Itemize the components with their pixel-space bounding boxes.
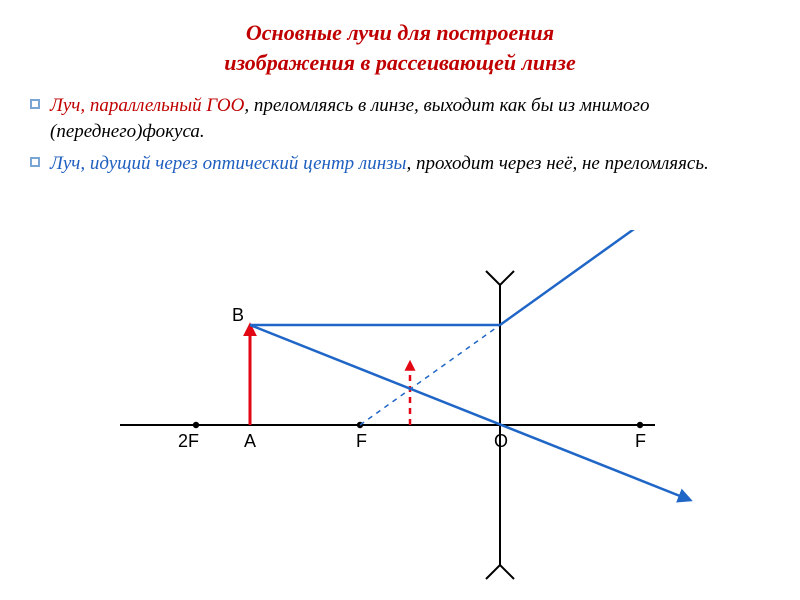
svg-text:F: F bbox=[635, 431, 646, 451]
list-item: Луч, параллельный ГОО, преломляясь в лин… bbox=[30, 93, 770, 144]
ray-diagram: F 2F A O F B bbox=[100, 230, 700, 580]
svg-text:O: O bbox=[494, 431, 508, 451]
svg-text:B: B bbox=[232, 305, 244, 325]
bullet-marker-icon bbox=[30, 99, 40, 109]
bullet-list: Луч, параллельный ГОО, преломляясь в лин… bbox=[0, 89, 800, 176]
title-line2: изображения в рассеивающей линзе bbox=[224, 50, 575, 75]
bullet-highlight: Луч, идущий через оптический центр линзы bbox=[50, 153, 406, 174]
bullet-text: Луч, идущий через оптический центр линзы… bbox=[50, 151, 770, 177]
svg-text:2F: 2F bbox=[178, 431, 199, 451]
list-item: Луч, идущий через оптический центр линзы… bbox=[30, 151, 770, 177]
bullet-rest: , проходит через неё, не преломляясь. bbox=[406, 153, 708, 174]
title-line1: Основные лучи для построения bbox=[246, 20, 554, 45]
bullet-marker-icon bbox=[30, 157, 40, 167]
svg-text:F: F bbox=[356, 431, 367, 451]
bullet-text: Луч, параллельный ГОО, преломляясь в лин… bbox=[50, 93, 770, 144]
page-title: Основные лучи для построения изображения… bbox=[0, 0, 800, 89]
bullet-highlight: Луч, параллельный ГОО bbox=[50, 95, 244, 116]
svg-text:A: A bbox=[244, 431, 256, 451]
